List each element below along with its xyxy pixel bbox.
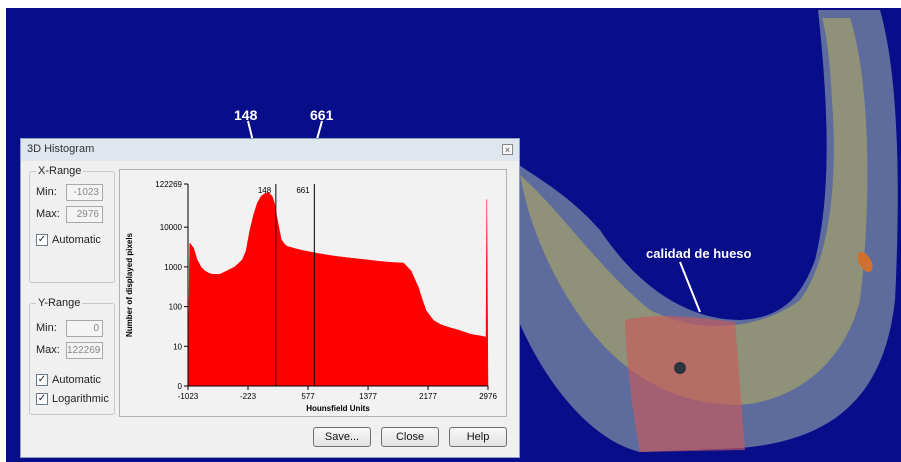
- marker-tick-label-661: 661: [296, 186, 310, 195]
- x-range-group: X-Range Min: -1023 Max: 2976 ✓ Automatic: [29, 165, 115, 283]
- marker-label-661: 661: [310, 107, 334, 123]
- x-range-title: X-Range: [36, 165, 84, 177]
- y-axis-label: Number of displayed pixels: [125, 232, 134, 337]
- x-min-label: Min:: [36, 186, 57, 198]
- x-automatic-checkbox[interactable]: ✓: [36, 234, 48, 246]
- x-max-field[interactable]: 2976: [66, 206, 103, 223]
- y-max-field[interactable]: 122269: [66, 342, 103, 359]
- y-range-group: Y-Range Min: 0 Max: 122269 ✓ Automatic ✓…: [29, 297, 115, 415]
- dialog-title: 3D Histogram: [27, 143, 95, 155]
- y-logarithmic-label: Logarithmic: [52, 393, 109, 405]
- y-logarithmic-checkbox[interactable]: ✓: [36, 393, 48, 405]
- close-icon[interactable]: ×: [502, 144, 513, 155]
- x-tick-label: -1023: [178, 392, 199, 401]
- histogram-area: [187, 192, 489, 387]
- y-tick-label: 100: [169, 303, 183, 312]
- bone-quality-label: calidad de hueso: [646, 246, 752, 261]
- dialog-title-bar[interactable]: 3D Histogram ×: [21, 139, 519, 161]
- histogram-dialog: 3D Histogram × X-Range Min: -1023 Max: 2…: [20, 138, 520, 458]
- x-axis-label: Hounsfield Units: [306, 404, 370, 413]
- histogram-chart[interactable]: 148 661 -1023 -223 577 1377 2177 2976 0 10 100 1000…: [120, 170, 506, 416]
- marker-label-148: 148: [234, 107, 258, 123]
- resize-grip-icon[interactable]: [505, 445, 517, 455]
- y-automatic-label: Automatic: [52, 374, 101, 386]
- x-tick-label: -223: [240, 392, 257, 401]
- save-button[interactable]: Save...: [313, 427, 371, 447]
- x-max-label: Max:: [36, 208, 60, 220]
- y-tick-label: 0: [178, 382, 183, 391]
- y-min-label: Min:: [36, 322, 57, 334]
- y-tick-label: 10000: [160, 223, 183, 232]
- x-tick-label: 2976: [479, 392, 497, 401]
- help-button[interactable]: Help: [449, 427, 507, 447]
- y-automatic-checkbox[interactable]: ✓: [36, 374, 48, 386]
- x-tick-label: 1377: [359, 392, 377, 401]
- x-tick-label: 577: [301, 392, 315, 401]
- y-tick-label: 1000: [164, 263, 182, 272]
- x-automatic-label: Automatic: [52, 234, 101, 246]
- x-min-field[interactable]: -1023: [66, 184, 103, 201]
- y-range-title: Y-Range: [36, 297, 83, 309]
- y-tick-label: 10: [173, 342, 182, 351]
- histogram-plot-frame: 148 661 -1023 -223 577 1377 2177 2976 0 10 100 1000…: [119, 169, 507, 417]
- x-tick-label: 2177: [419, 392, 437, 401]
- y-min-field[interactable]: 0: [66, 320, 103, 337]
- y-tick-label: 122269: [155, 180, 182, 189]
- marker-tick-label-148: 148: [258, 186, 272, 195]
- close-button[interactable]: Close: [381, 427, 439, 447]
- y-max-label: Max:: [36, 344, 60, 356]
